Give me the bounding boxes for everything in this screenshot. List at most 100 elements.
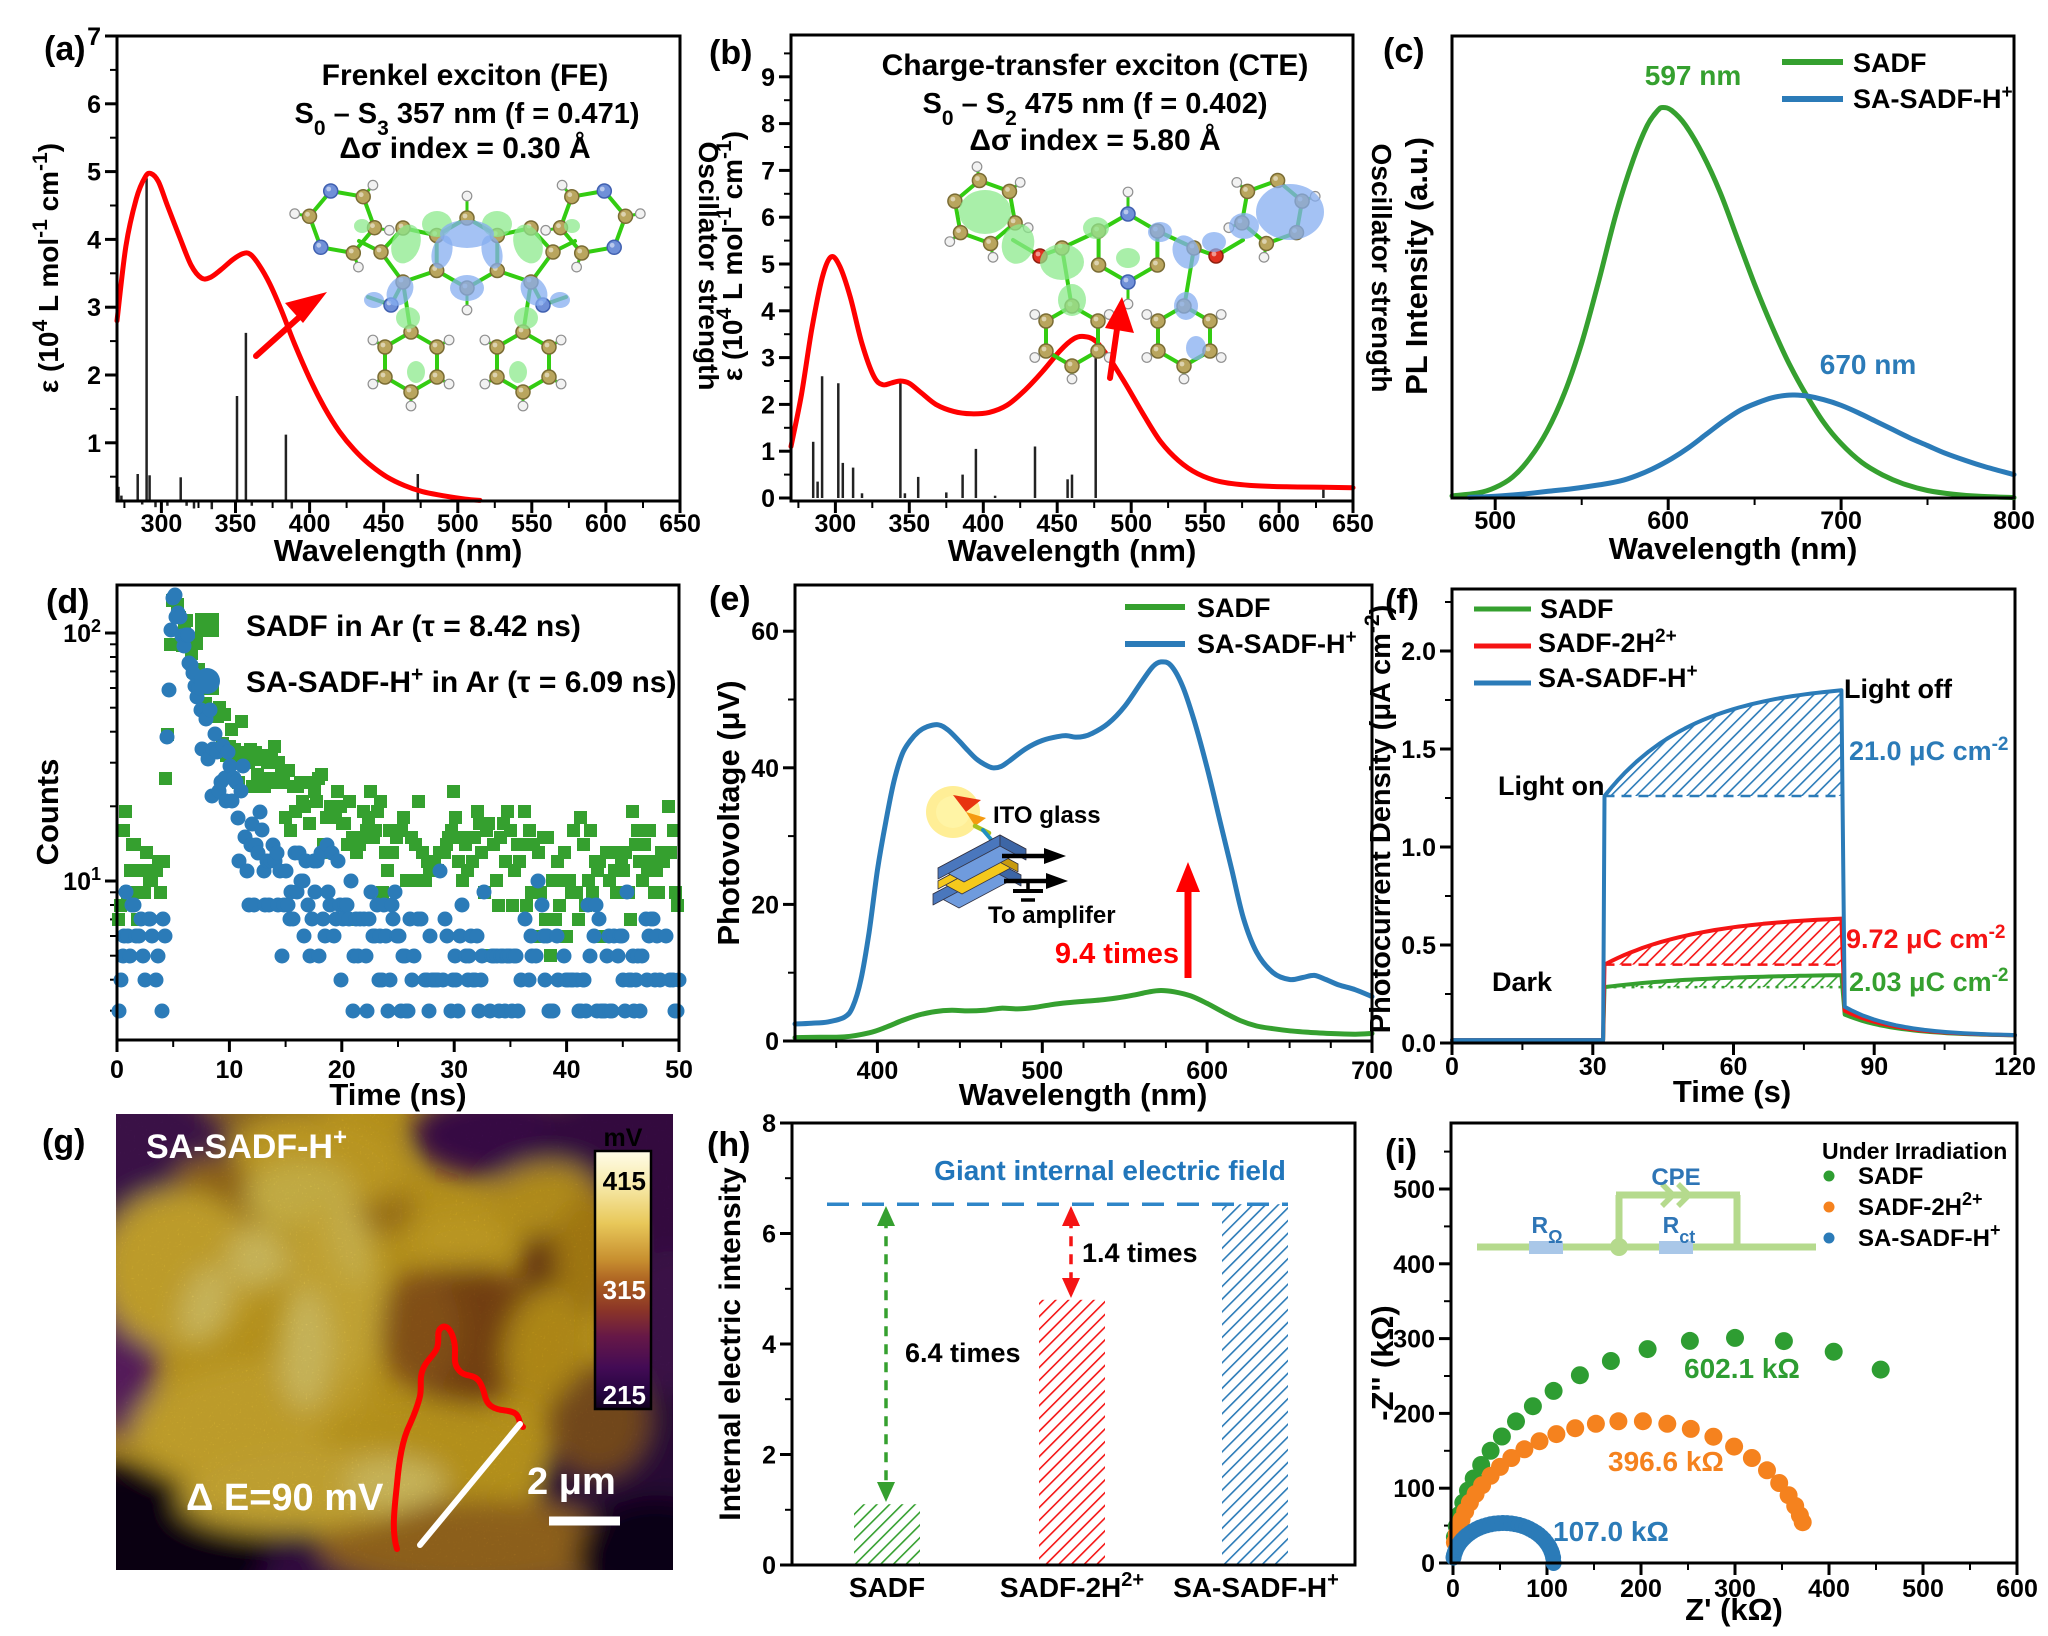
svg-text:0: 0 [1421, 1550, 1435, 1578]
svg-text:9.4 times: 9.4 times [1055, 938, 1179, 970]
svg-text:500: 500 [1474, 507, 1516, 535]
svg-text:20: 20 [751, 891, 779, 919]
svg-text:30: 30 [1579, 1053, 1607, 1081]
svg-text:2: 2 [762, 1442, 776, 1470]
svg-text:60: 60 [751, 618, 779, 646]
svg-text:5: 5 [87, 159, 101, 187]
svg-text:300: 300 [1714, 1575, 1756, 1603]
svg-text:0: 0 [110, 1056, 124, 1084]
svg-text:(b): (b) [709, 34, 752, 72]
svg-text:0: 0 [761, 485, 775, 513]
svg-text:6: 6 [87, 91, 101, 119]
svg-text:500: 500 [437, 510, 479, 538]
svg-text:500: 500 [1902, 1575, 1944, 1603]
svg-text:SA-SADF-H+ in Ar (τ = 6.09 ns): SA-SADF-H+ in Ar (τ = 6.09 ns) [246, 663, 676, 700]
svg-text:(d): (d) [46, 583, 89, 621]
svg-text:450: 450 [363, 510, 405, 538]
svg-text:200: 200 [1620, 1575, 1662, 1603]
svg-text:6: 6 [762, 1221, 776, 1249]
svg-text:600: 600 [585, 510, 627, 538]
svg-text:120: 120 [1994, 1053, 2036, 1081]
svg-text:Giant internal electric field: Giant internal electric field [934, 1155, 1286, 1186]
svg-text:Δ E=90 mV: Δ E=90 mV [186, 1477, 384, 1519]
svg-text:Wavelength (nm): Wavelength (nm) [948, 533, 1197, 568]
svg-text:9: 9 [761, 64, 775, 92]
svg-text:CPE: CPE [1651, 1164, 1700, 1191]
svg-text:(g): (g) [42, 1123, 85, 1161]
svg-text:2 μm: 2 μm [527, 1461, 616, 1503]
svg-text:40: 40 [553, 1056, 581, 1084]
svg-text:300: 300 [141, 510, 183, 538]
svg-text:Counts: Counts [30, 759, 65, 866]
svg-text:415: 415 [603, 1166, 646, 1196]
svg-text:SADF: SADF [1197, 593, 1271, 623]
svg-text:550: 550 [1184, 510, 1226, 538]
svg-text:(h): (h) [707, 1126, 750, 1164]
svg-text:0.5: 0.5 [1401, 932, 1436, 960]
svg-text:60: 60 [1720, 1053, 1748, 1081]
svg-text:450: 450 [1036, 510, 1078, 538]
svg-text:500: 500 [1393, 1176, 1435, 1204]
svg-text:7: 7 [761, 157, 775, 185]
svg-text:500: 500 [1110, 510, 1152, 538]
svg-text:6.4 times: 6.4 times [905, 1338, 1021, 1368]
svg-text:20: 20 [328, 1056, 356, 1084]
svg-text:Time (s): Time (s) [1673, 1074, 1791, 1109]
svg-text:1.5: 1.5 [1401, 736, 1436, 764]
svg-text:Wavelength (nm): Wavelength (nm) [274, 533, 523, 568]
svg-text:315: 315 [603, 1275, 646, 1305]
svg-text:4: 4 [762, 1331, 776, 1359]
svg-text:107.0 kΩ: 107.0 kΩ [1553, 1516, 1669, 1547]
svg-text:100: 100 [1526, 1575, 1568, 1603]
svg-text:700: 700 [1820, 507, 1862, 535]
svg-text:30: 30 [440, 1056, 468, 1084]
svg-text:215: 215 [603, 1380, 646, 1410]
svg-text:1: 1 [761, 438, 775, 466]
svg-text:602.1 kΩ: 602.1 kΩ [1684, 1353, 1800, 1384]
svg-text:400: 400 [857, 1057, 899, 1085]
svg-text:Oscillator strength: Oscillator strength [693, 142, 724, 391]
svg-text:2: 2 [87, 362, 101, 390]
svg-text:8: 8 [762, 1110, 776, 1138]
svg-text:ε (104 L mol-1 cm-1): ε (104 L mol-1 cm-1) [713, 131, 749, 381]
svg-text:Under Irradiation: Under Irradiation [1822, 1138, 2007, 1164]
svg-text:7: 7 [87, 23, 101, 51]
svg-text:2: 2 [761, 391, 775, 419]
svg-text:700: 700 [1351, 1057, 1393, 1085]
svg-text:(c): (c) [1383, 32, 1425, 70]
svg-text:800: 800 [1993, 507, 2035, 535]
svg-text:Z' (kΩ): Z' (kΩ) [1685, 1592, 1783, 1627]
svg-text:Time (ns): Time (ns) [329, 1077, 466, 1112]
svg-text:SADF: SADF [849, 1572, 925, 1603]
svg-text:Light on: Light on [1498, 771, 1604, 801]
svg-text:396.6 kΩ: 396.6 kΩ [1608, 1446, 1724, 1477]
svg-text:Wavelength (nm): Wavelength (nm) [1609, 531, 1858, 566]
svg-text:1: 1 [87, 430, 101, 458]
svg-text:670 nm: 670 nm [1820, 349, 1917, 380]
svg-text:Light off: Light off [1844, 674, 1953, 704]
svg-text:101: 101 [63, 864, 101, 896]
svg-text:650: 650 [1332, 510, 1374, 538]
svg-text:300: 300 [815, 510, 857, 538]
svg-text:350: 350 [888, 510, 930, 538]
svg-text:SA-SADF-H+: SA-SADF-H+ [1853, 82, 2013, 115]
svg-text:1.4 times: 1.4 times [1082, 1238, 1198, 1268]
svg-text:4: 4 [761, 298, 775, 326]
svg-text:(e): (e) [709, 580, 751, 618]
svg-text:90: 90 [1860, 1053, 1888, 1081]
svg-text:0.0: 0.0 [1401, 1030, 1436, 1058]
svg-text:5: 5 [761, 251, 775, 279]
svg-text:6: 6 [761, 204, 775, 232]
svg-text:4: 4 [87, 226, 101, 254]
svg-text:650: 650 [659, 510, 701, 538]
svg-text:PL Intensity (a.u.): PL Intensity (a.u.) [1399, 137, 1434, 395]
svg-text:(i): (i) [1385, 1133, 1417, 1171]
svg-text:SADF-2H2+: SADF-2H2+ [1858, 1189, 1983, 1221]
svg-text:SADF: SADF [1540, 594, 1614, 624]
svg-text:Oscillator strength: Oscillator strength [1366, 144, 1397, 393]
svg-text:Photovoltage (μV): Photovoltage (μV) [711, 680, 746, 945]
svg-text:mV: mV [604, 1124, 643, 1152]
svg-text:SA-SADF-H+: SA-SADF-H+ [146, 1124, 347, 1167]
svg-text:200: 200 [1393, 1400, 1435, 1428]
svg-text:400: 400 [1808, 1575, 1850, 1603]
